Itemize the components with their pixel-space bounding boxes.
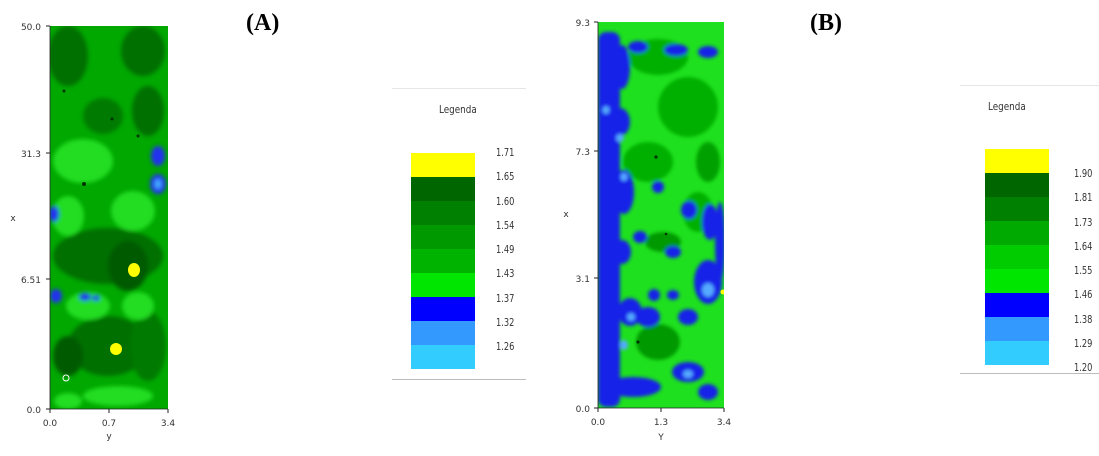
legend-a-swatches xyxy=(411,153,475,369)
legend-b-swatches xyxy=(985,149,1049,365)
map-a-xtick-left: 0.0 xyxy=(43,419,58,429)
map-b-ytick-lower: 3.1 xyxy=(576,275,590,285)
map-b-ytick-bottom: 0.0 xyxy=(576,405,591,415)
legend-a: Legenda 1.71 1.65 1.60 1.54 1.49 1.43 1.37 1.32… xyxy=(392,88,526,380)
legend-b-swatch xyxy=(985,149,1049,173)
legend-a-swatch xyxy=(411,345,475,369)
legend-b-label: 1.46 xyxy=(1074,288,1093,302)
legend-a-labels: 1.71 1.65 1.60 1.54 1.49 1.43 1.37 1.32 1.26 xyxy=(496,141,521,360)
map-a-ytick-upper: 31.3 xyxy=(21,150,41,160)
legend-a-label: 1.43 xyxy=(496,267,515,281)
map-b-xtick-right: 3.4 xyxy=(717,418,732,428)
legend-b-label: 1.81 xyxy=(1074,191,1093,205)
legend-b-title: Legenda xyxy=(988,100,1026,113)
panel-a-title: (A) xyxy=(246,10,280,36)
legend-a-label: 1.37 xyxy=(496,291,515,305)
map-b-xlabel: Y xyxy=(657,433,664,443)
map-b-ytick-top: 9.3 xyxy=(576,19,590,29)
legend-a-label: 1.65 xyxy=(496,170,515,184)
map-b-xtick-left: 0.0 xyxy=(591,418,606,428)
map-a-xlabel: y xyxy=(106,432,112,442)
map-b-xtick-mid: 1.3 xyxy=(654,418,668,428)
legend-a-swatch xyxy=(411,201,475,225)
map-a-ylabel: x xyxy=(10,214,16,224)
legend-a-swatch xyxy=(411,273,475,297)
map-a-xtick-mid: 0.7 xyxy=(102,419,116,429)
legend-b-label: 1.55 xyxy=(1074,264,1093,278)
legend-b-label: 1.64 xyxy=(1074,239,1093,253)
legend-a-swatch xyxy=(411,321,475,345)
legend-b-swatch xyxy=(985,245,1049,269)
legend-a-label: 1.26 xyxy=(496,340,515,354)
legend-b-swatch xyxy=(985,293,1049,317)
legend-a-label: 1.32 xyxy=(496,316,515,330)
legend-b-label: 1.38 xyxy=(1074,312,1093,326)
map-a-ytick-top: 50.0 xyxy=(21,23,41,33)
legend-b-swatch xyxy=(985,341,1049,365)
legend-b-labels: 1.90 1.81 1.73 1.64 1.55 1.46 1.38 1.29 1.20 xyxy=(1074,162,1099,381)
contour-map-a: 50.0 31.3 6.51 0.0 0.0 0.7 3.4 y x xyxy=(10,23,176,442)
legend-a-swatch xyxy=(411,249,475,273)
legend-a-swatch xyxy=(411,153,475,177)
legend-b-label: 1.90 xyxy=(1074,167,1093,180)
map-b-ytick-upper: 7.3 xyxy=(576,148,590,158)
legend-a-label: 1.54 xyxy=(496,218,515,232)
map-b-ylabel: x xyxy=(563,210,569,220)
legend-a-swatch xyxy=(411,177,475,201)
legend-a-label: 1.49 xyxy=(496,243,515,257)
legend-b-swatch xyxy=(985,269,1049,293)
contour-map-b: 9.3 7.3 3.1 0.0 0.0 1.3 3.4 Y x xyxy=(563,19,732,443)
legend-a-label: 1.60 xyxy=(496,194,515,208)
legend-b-label: 1.29 xyxy=(1074,337,1093,351)
map-a-ytick-lower: 6.51 xyxy=(21,276,41,286)
legend-a-swatch xyxy=(411,225,475,249)
legend-b-swatch xyxy=(985,173,1049,197)
legend-b-label: 1.20 xyxy=(1074,361,1093,375)
map-a-ytick-bottom: 0.0 xyxy=(27,406,42,416)
panel-b-title: (B) xyxy=(810,10,842,36)
map-a-xtick-right: 3.4 xyxy=(161,419,176,429)
legend-b-swatch xyxy=(985,317,1049,341)
legend-a-label: 1.71 xyxy=(496,146,515,159)
legend-b: Legenda 1.90 1.81 1.73 1.64 1.55 1.46 1.38 1.29… xyxy=(960,85,1099,374)
legend-b-swatch xyxy=(985,197,1049,221)
legend-b-label: 1.73 xyxy=(1074,215,1093,229)
legend-b-swatch xyxy=(985,221,1049,245)
legend-a-swatch xyxy=(411,297,475,321)
legend-a-title: Legenda xyxy=(439,103,477,116)
